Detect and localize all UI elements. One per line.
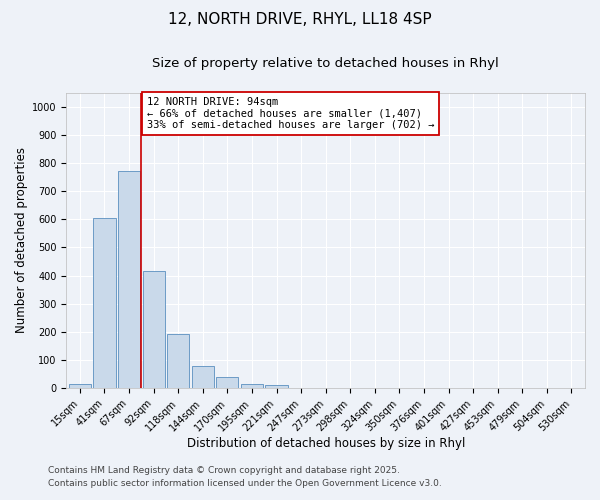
Text: 12, NORTH DRIVE, RHYL, LL18 4SP: 12, NORTH DRIVE, RHYL, LL18 4SP: [168, 12, 432, 28]
Bar: [94, 218, 116, 388]
Bar: [192, 366, 214, 388]
X-axis label: Distribution of detached houses by size in Rhyl: Distribution of detached houses by size …: [187, 437, 465, 450]
Bar: [265, 386, 287, 388]
Text: 12 NORTH DRIVE: 94sqm
← 66% of detached houses are smaller (1,407)
33% of semi-d: 12 NORTH DRIVE: 94sqm ← 66% of detached …: [147, 97, 434, 130]
Bar: [143, 272, 165, 388]
Y-axis label: Number of detached properties: Number of detached properties: [15, 148, 28, 334]
Bar: [217, 377, 238, 388]
Bar: [167, 334, 189, 388]
Bar: [118, 172, 140, 388]
Text: Contains HM Land Registry data © Crown copyright and database right 2025.
Contai: Contains HM Land Registry data © Crown c…: [48, 466, 442, 487]
Title: Size of property relative to detached houses in Rhyl: Size of property relative to detached ho…: [152, 58, 499, 70]
Bar: [69, 384, 91, 388]
Bar: [241, 384, 263, 388]
